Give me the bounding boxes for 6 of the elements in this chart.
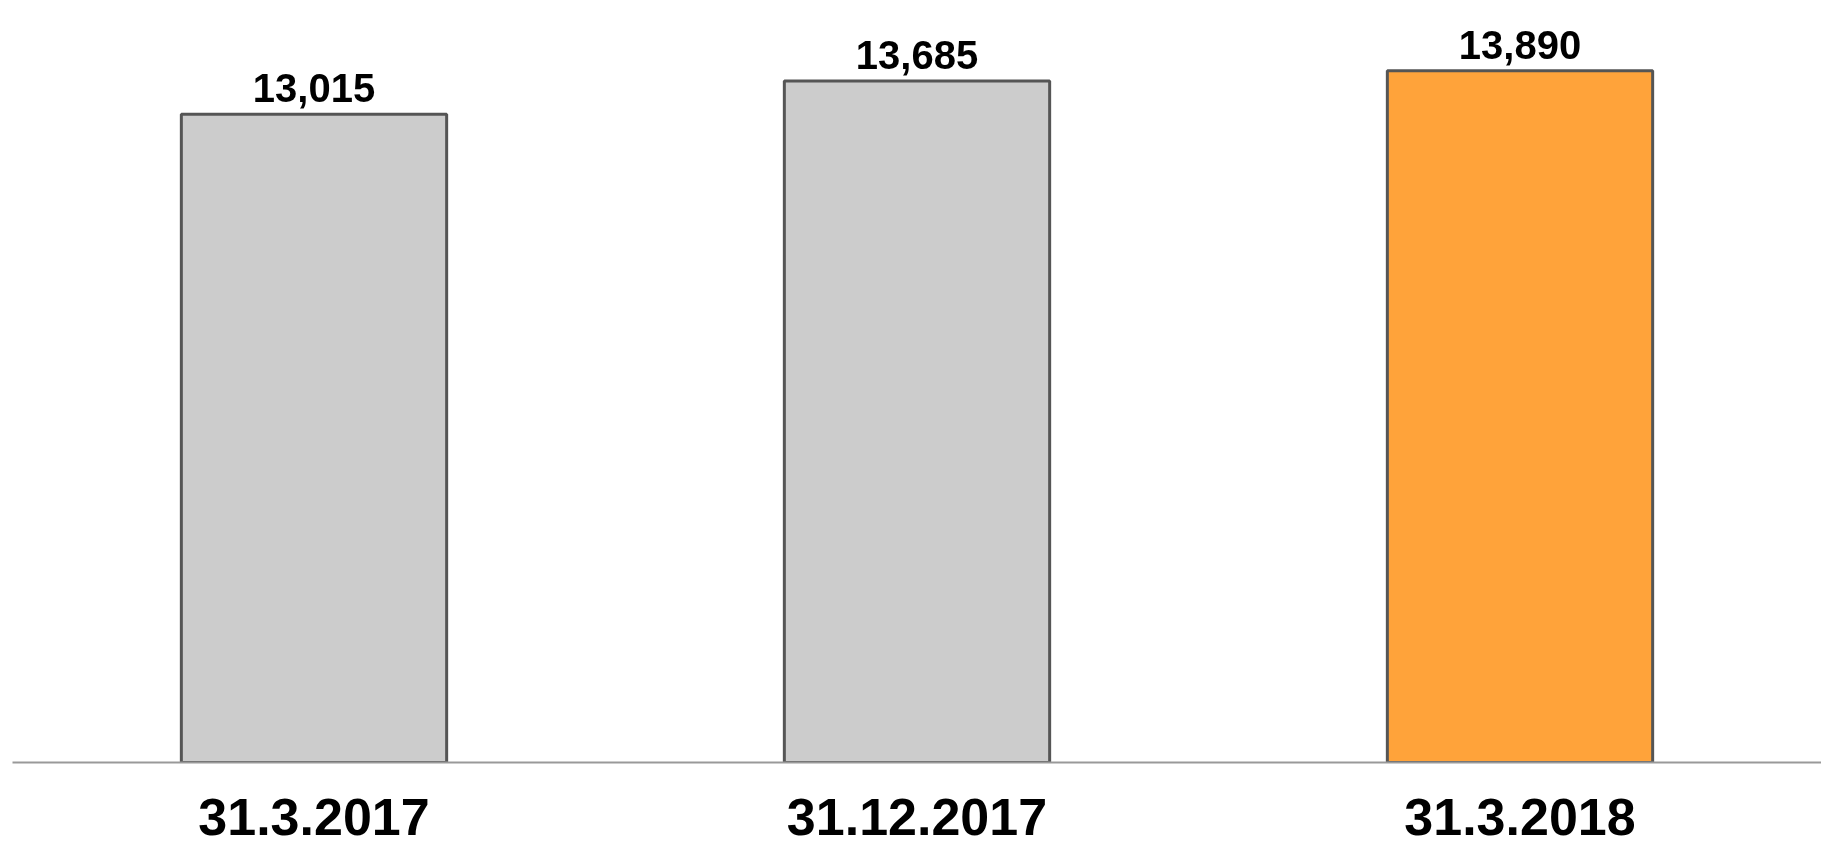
x-tick-label: 31.3.2017	[198, 787, 430, 846]
x-tick-label: 31.3.2018	[1404, 787, 1636, 846]
data-label: 13,015	[252, 66, 376, 111]
data-label: 13,890	[1458, 22, 1582, 67]
data-label: 13,685	[855, 32, 979, 77]
x-tick-label: 31.12.2017	[786, 787, 1048, 846]
